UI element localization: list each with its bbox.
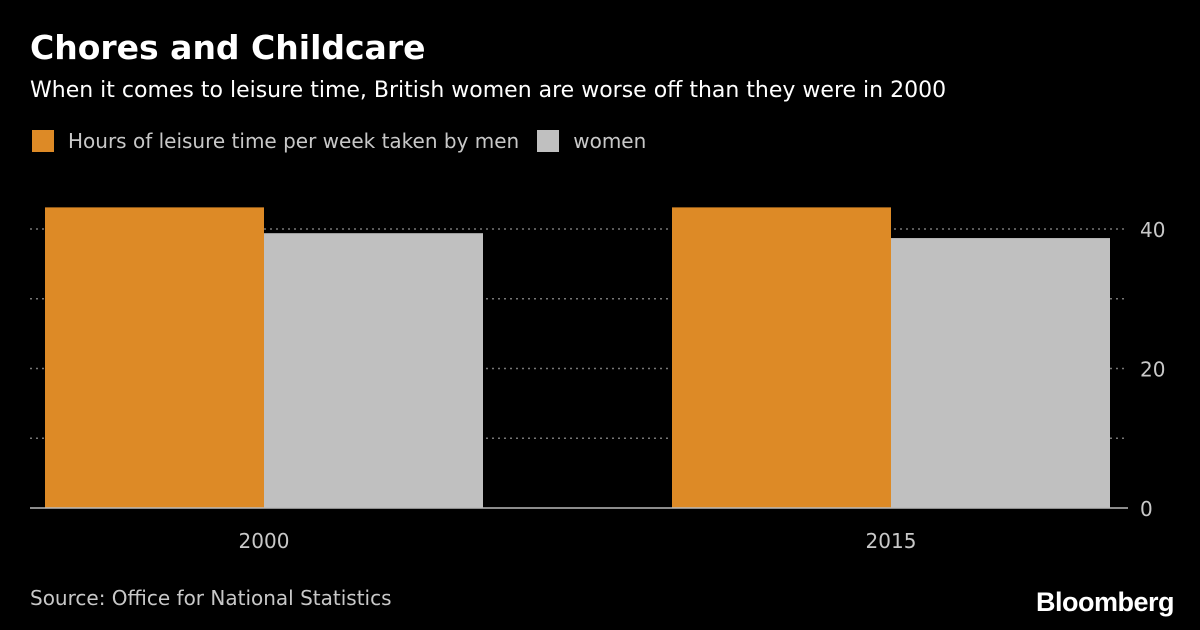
y-tick-label: 40 (1140, 218, 1165, 242)
legend-item-men: Hours of leisure time per week taken by … (32, 129, 519, 153)
legend-swatch-women (537, 130, 560, 152)
legend-label-men: Hours of leisure time per week taken by … (68, 129, 520, 153)
legend-label-women: women (573, 129, 647, 153)
legend-swatch-men (32, 130, 54, 152)
x-tick-label: 2000 (239, 529, 290, 553)
bar-women (891, 238, 1110, 508)
legend: Hours of leisure time per week taken by … (32, 126, 664, 156)
y-tick-label: 0 (1140, 497, 1153, 521)
bar-women (264, 233, 483, 508)
y-tick-label: 20 (1140, 358, 1165, 382)
legend-item-women: women (537, 129, 646, 153)
chart-subtitle: When it comes to leisure time, British w… (30, 78, 947, 103)
source-note: Source: Office for National Statistics (30, 586, 392, 610)
bar-men (672, 207, 891, 508)
x-tick-label: 2015 (866, 529, 917, 553)
bar-men (45, 207, 264, 508)
chart-title: Chores and Childcare (30, 28, 426, 67)
bloomberg-logo: Bloomberg (1035, 587, 1175, 617)
